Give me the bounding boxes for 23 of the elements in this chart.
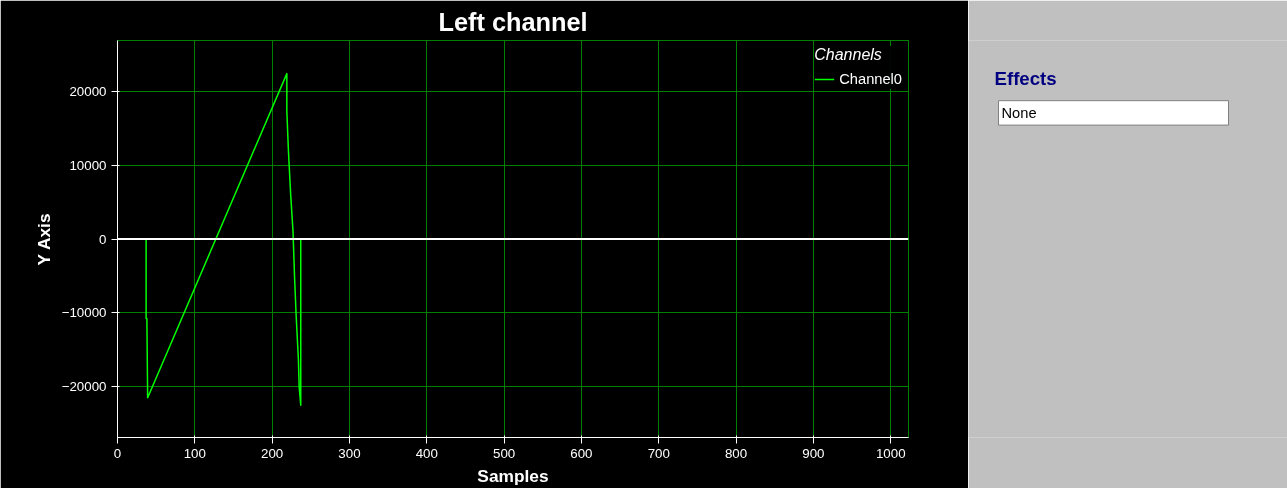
x-tick-label: 500 bbox=[492, 445, 516, 461]
chart-title: Left channel bbox=[438, 7, 588, 36]
y-tick-label: −20000 bbox=[61, 378, 107, 394]
y-tick-label: −10000 bbox=[61, 305, 107, 321]
x-tick-label: 700 bbox=[647, 445, 670, 461]
x-tick-label: 400 bbox=[415, 445, 438, 461]
x-tick-label: 900 bbox=[802, 445, 825, 461]
x-tick-label: 200 bbox=[261, 445, 284, 461]
y-tick-label: 20000 bbox=[69, 84, 107, 100]
y-tick-label: 10000 bbox=[69, 157, 107, 173]
x-tick-label: 1000 bbox=[875, 445, 906, 461]
x-axis-title: Samples bbox=[477, 465, 549, 486]
x-tick-label: 800 bbox=[724, 445, 748, 461]
x-tick-label: 100 bbox=[183, 445, 206, 461]
y-axis-title: Y Axis bbox=[33, 213, 54, 266]
y-tick-label: 0 bbox=[99, 231, 107, 247]
x-tick-label: 300 bbox=[338, 445, 361, 461]
legend-title: Channels bbox=[814, 46, 883, 64]
text: None bbox=[1001, 104, 1037, 121]
text: Effects bbox=[994, 68, 1057, 90]
x-tick-label: 600 bbox=[570, 445, 593, 461]
legend-label: Channel0 bbox=[839, 71, 902, 87]
x-tick-label: 0 bbox=[113, 445, 122, 461]
